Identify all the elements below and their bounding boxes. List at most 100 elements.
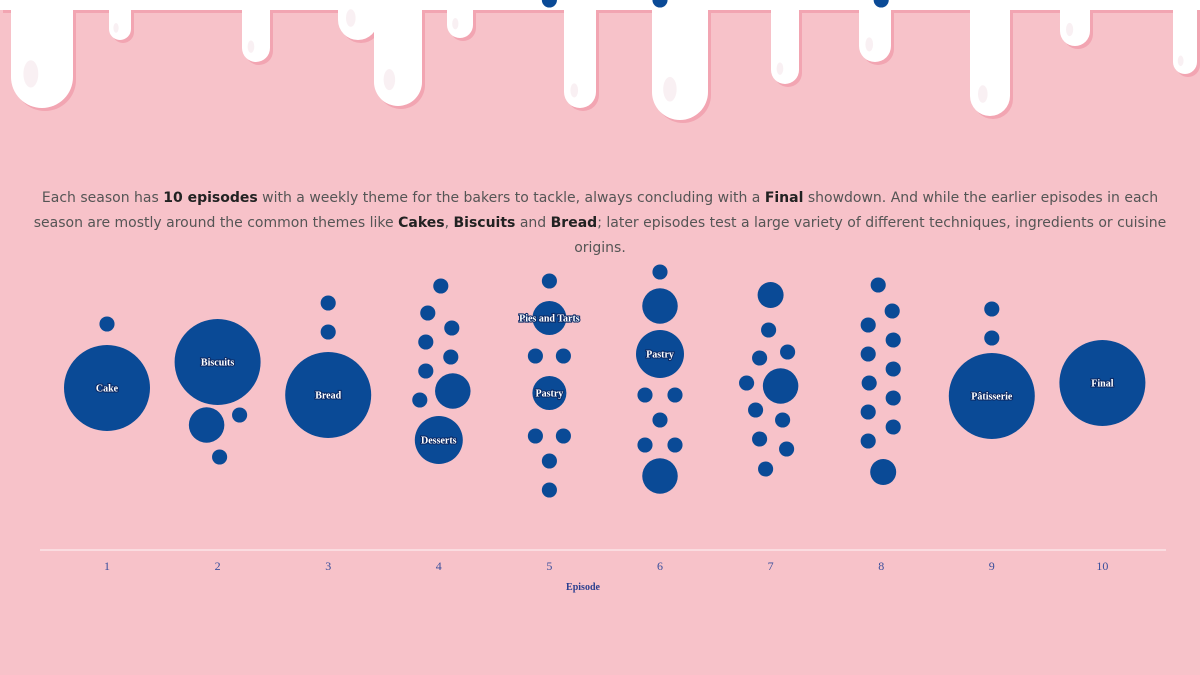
episode-8-cluster: [860, 0, 901, 485]
x-axis-ticks: 1 2 3 4 5 6 7 8 9 10: [104, 559, 1108, 573]
intro-text-part: showdown. And while the earlier episodes…: [33, 190, 1159, 231]
theme-bubble: [99, 316, 115, 332]
x-tick-label: 6: [657, 559, 663, 573]
theme-bubble: [418, 334, 434, 350]
theme-bubble: [541, 0, 557, 8]
theme-bubble: [532, 301, 567, 335]
x-tick-label: 8: [878, 559, 884, 573]
intro-text: Each season has 10 episodes with a weekl…: [30, 186, 1170, 261]
theme-bubble: [555, 428, 571, 444]
episode-3-cluster: Bread: [285, 295, 372, 438]
theme-bubble: [758, 461, 774, 477]
theme-bubble: [885, 361, 901, 377]
theme-bubble: [870, 277, 886, 293]
theme-bubble: [637, 387, 653, 403]
theme-bubble: [555, 348, 571, 364]
theme-bubble: [873, 0, 889, 8]
bubble-label: Biscuits: [201, 358, 234, 369]
theme-bubble: [984, 301, 1000, 317]
theme-bubble: [285, 352, 372, 438]
theme-bubble: [752, 431, 768, 447]
theme-bubble: [652, 264, 668, 280]
intro-highlight-final: Final: [764, 190, 804, 206]
intro-text-part: Each season has: [41, 190, 164, 206]
theme-bubble: [320, 324, 336, 340]
bubble-label: Pâtisserie: [971, 392, 1013, 403]
theme-bubble: [860, 346, 876, 362]
theme-bubble: [188, 407, 225, 443]
episode-2-cluster: Biscuits: [174, 319, 261, 465]
theme-bubble: [541, 453, 557, 469]
episode-6-cluster: Pastry: [636, 0, 684, 494]
bubble-label: Pies and Tarts: [519, 314, 580, 325]
theme-bubble: [532, 376, 567, 410]
theme-bubble: [212, 449, 228, 465]
x-tick-label: 10: [1096, 559, 1108, 573]
intro-highlight-cakes: Cakes: [398, 215, 445, 231]
bubble-label: Desserts: [421, 436, 457, 447]
theme-bubble: [861, 375, 877, 391]
theme-bubble: [418, 363, 434, 379]
theme-bubble: [667, 387, 683, 403]
theme-bubble: [761, 322, 777, 338]
x-tick-label: 3: [325, 559, 331, 573]
theme-bubble: [174, 319, 261, 405]
icing-drips-decoration: [0, 0, 1200, 123]
theme-bubble: [1059, 340, 1146, 426]
theme-bubble: [775, 412, 791, 428]
theme-bubble: [444, 320, 460, 336]
theme-bubble: [860, 317, 876, 333]
intro-text-part: ,: [444, 215, 454, 231]
theme-bubble: [64, 345, 150, 431]
theme-bubble: [884, 303, 900, 319]
bubble-label: Bread: [315, 391, 341, 402]
intro-highlight-bread: Bread: [550, 215, 598, 231]
intro-highlight-episodes: 10 episodes: [163, 190, 258, 206]
bubble-label: Pastry: [646, 350, 674, 361]
theme-bubble: [885, 419, 901, 435]
x-axis-label: Episode: [566, 582, 600, 593]
bubble-label: Final: [1091, 379, 1113, 390]
bubble-label: Pastry: [536, 389, 564, 400]
intro-highlight-biscuits: Biscuits: [453, 215, 516, 231]
theme-bubble: [948, 353, 1035, 439]
x-tick-label: 9: [989, 559, 995, 573]
intro-text-part: ; later episodes test a large variety of…: [574, 215, 1167, 256]
theme-bubble: [667, 437, 683, 453]
episode-9-cluster: Pâtisserie: [948, 301, 1035, 439]
episode-1-cluster: Cake: [64, 316, 150, 431]
theme-bubble: [860, 433, 876, 449]
theme-bubble: [870, 459, 897, 485]
theme-bubble: [752, 350, 768, 366]
episode-5-cluster: Pies and Tarts Pastry: [518, 0, 581, 498]
theme-bubble: [652, 0, 668, 8]
theme-bubble: [739, 375, 755, 391]
episode-4-cluster: Desserts: [412, 278, 471, 464]
theme-bubble: [435, 373, 471, 409]
theme-bubble: [443, 349, 459, 365]
intro-text-part: with a weekly theme for the bakers to ta…: [257, 190, 765, 206]
theme-bubble: [642, 288, 678, 324]
theme-bubble: [757, 282, 784, 308]
theme-bubble: [885, 390, 901, 406]
x-tick-label: 4: [436, 559, 442, 573]
x-tick-label: 7: [768, 559, 774, 573]
theme-bubble: [433, 278, 449, 294]
bubble-label: Cake: [96, 384, 119, 395]
x-tick-label: 5: [546, 559, 552, 573]
theme-bubble: [527, 348, 543, 364]
theme-bubble: [885, 332, 901, 348]
theme-bubble: [779, 441, 795, 457]
theme-bubble: [636, 330, 684, 378]
x-tick-label: 2: [215, 559, 221, 573]
theme-bubble: [320, 295, 336, 311]
x-tick-label: 1: [104, 559, 110, 573]
intro-text-part: and: [515, 215, 551, 231]
theme-bubble: [652, 412, 668, 428]
theme-bubble: [541, 273, 557, 289]
theme-bubble: [642, 458, 678, 494]
theme-bubble: [412, 392, 428, 408]
theme-bubble: [780, 344, 796, 360]
